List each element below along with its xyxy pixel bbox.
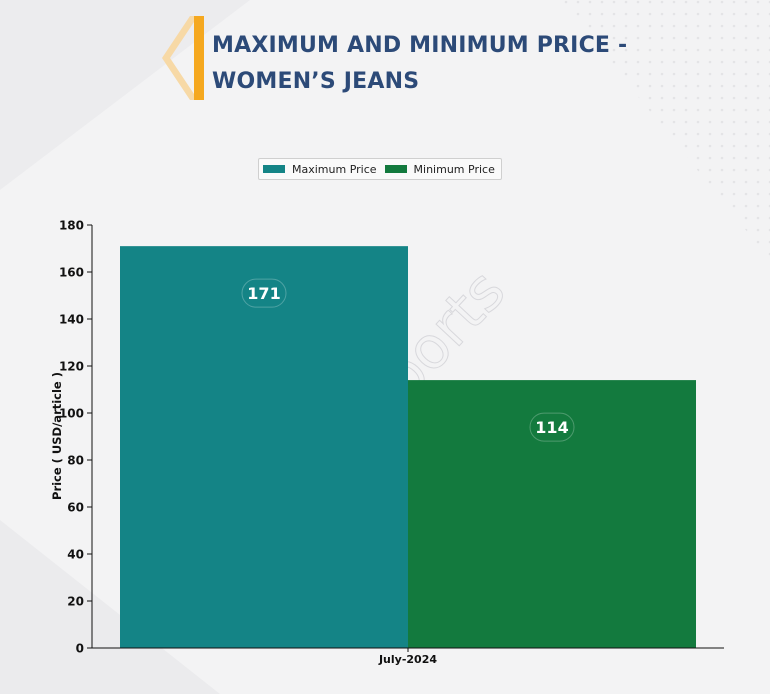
y-tick-label: 120	[59, 360, 84, 374]
legend-swatch-max	[263, 165, 285, 173]
bar-value-labels: 171 114	[241, 278, 575, 442]
chart-title-line-1: MAXIMUM AND MINIMUM PRICE -	[212, 33, 628, 58]
bar-minimum-price	[408, 380, 696, 648]
y-tick-label: 60	[67, 501, 84, 515]
chart-header: MAXIMUM AND MINIMUM PRICE - WOMEN’S JEAN…	[160, 14, 640, 104]
chart-title: MAXIMUM AND MINIMUM PRICE - WOMEN’S JEAN…	[212, 28, 627, 100]
bar-value-label: 114	[535, 418, 568, 437]
chart-legend: Maximum Price Minimum Price	[258, 158, 502, 180]
y-axis-title: Price ( USD/article )	[50, 372, 64, 500]
axes: 0 20 40 60 80 100 120 140 160 180 July-2024 Price (…	[50, 219, 724, 666]
value-label-pill	[529, 412, 575, 442]
legend-label-min: Minimum Price	[413, 162, 495, 176]
y-tick-label: 140	[59, 313, 84, 327]
bar-value-label: 171	[247, 284, 280, 303]
x-tick-label: July-2024	[378, 653, 437, 666]
legend-item-min: Minimum Price	[384, 162, 495, 176]
y-tick-label: 180	[59, 219, 84, 233]
y-tick-label: 160	[59, 266, 84, 280]
y-tick-label: 0	[76, 642, 84, 656]
bar-maximum-price	[120, 246, 408, 648]
legend-item-max: Maximum Price	[263, 163, 377, 176]
chart-title-line-2: WOMEN’S JEANS	[212, 69, 420, 94]
y-tick-label: 40	[67, 548, 84, 562]
bars	[120, 246, 696, 648]
y-tick-label: 20	[67, 595, 84, 609]
value-label-pill	[241, 278, 287, 308]
chevron-logo-icon	[162, 16, 204, 100]
legend-label-max: Maximum Price	[292, 162, 377, 176]
y-tick-label: 100	[59, 407, 84, 421]
legend-swatch-min	[384, 165, 407, 173]
y-tick-label: 80	[67, 454, 84, 468]
